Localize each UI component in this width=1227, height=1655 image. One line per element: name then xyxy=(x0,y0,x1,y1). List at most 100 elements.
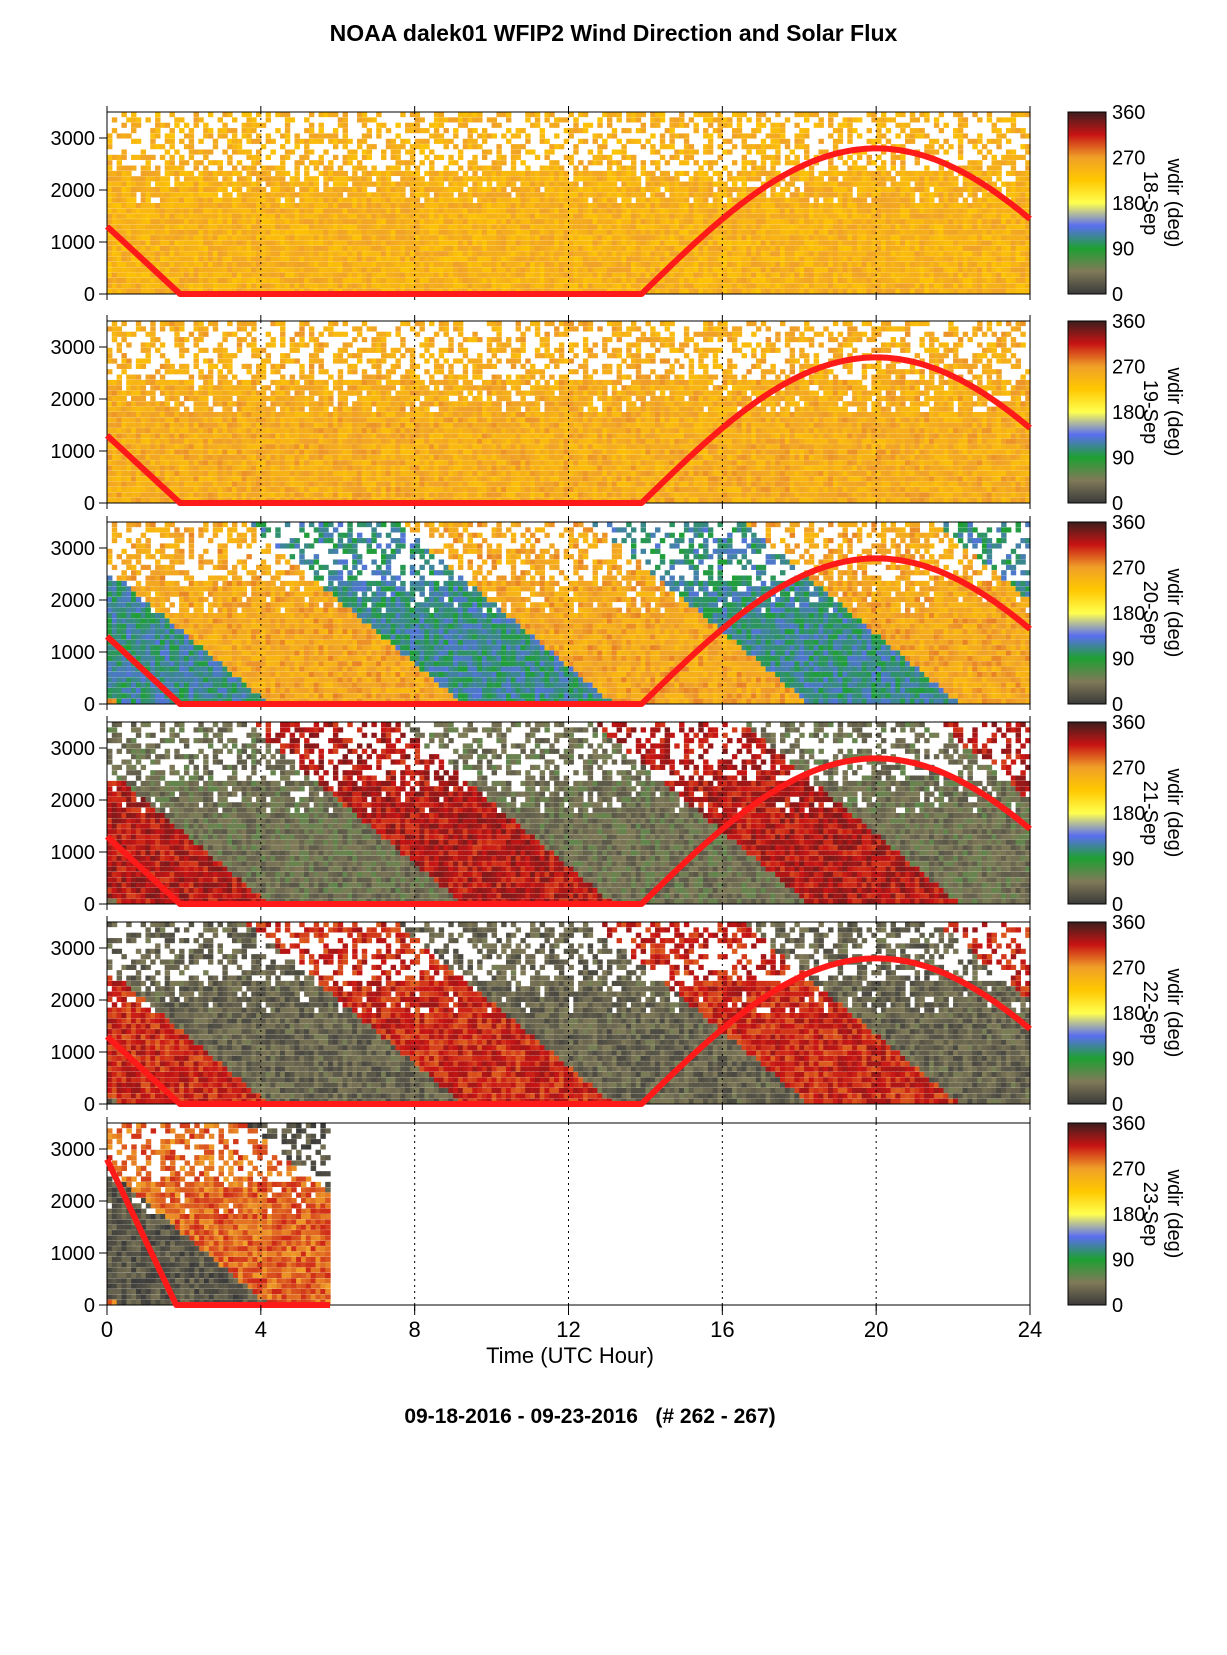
heatmap-cell xyxy=(544,186,550,193)
heatmap-cell xyxy=(832,272,839,278)
heatmap-cell xyxy=(895,283,901,289)
heatmap-cell xyxy=(669,181,675,187)
heatmap-cell xyxy=(481,208,488,214)
heatmap-cell xyxy=(765,251,772,257)
heatmap-cell xyxy=(813,181,820,187)
heatmap-cell xyxy=(688,283,695,289)
heatmap-cell xyxy=(231,213,238,219)
heatmap-cell xyxy=(573,181,579,187)
heatmap-cell xyxy=(866,112,872,118)
heatmap-cell xyxy=(328,176,334,182)
heatmap-cell xyxy=(328,138,334,144)
heatmap-cell xyxy=(890,176,896,182)
heatmap-cell xyxy=(342,224,348,230)
heatmap-cell xyxy=(145,235,151,241)
heatmap-cell xyxy=(741,272,747,278)
heatmap-cell xyxy=(356,208,363,214)
heatmap-cell xyxy=(183,203,190,209)
heatmap-cell xyxy=(270,235,276,241)
heatmap-cell xyxy=(746,261,752,268)
heatmap-cell xyxy=(530,170,536,177)
heatmap-cell xyxy=(506,256,512,262)
heatmap-cell xyxy=(486,213,493,219)
heatmap-cell xyxy=(438,208,445,214)
heatmap-cell xyxy=(159,176,166,182)
heatmap-cell xyxy=(948,245,954,251)
heatmap-cell xyxy=(707,256,714,262)
heatmap-cell xyxy=(433,224,440,230)
heatmap-cell xyxy=(140,149,147,155)
heatmap-cell xyxy=(356,181,363,187)
heatmap-cell xyxy=(126,251,132,257)
heatmap-cell xyxy=(895,170,901,177)
heatmap-cell xyxy=(664,245,671,251)
heatmap-cell xyxy=(135,272,142,278)
heatmap-cell xyxy=(457,283,464,289)
heatmap-cell xyxy=(669,154,675,160)
heatmap-cell xyxy=(866,176,872,182)
heatmap-cell xyxy=(328,133,334,139)
heatmap-cell xyxy=(621,154,627,160)
heatmap-cell xyxy=(866,251,872,257)
heatmap-cell xyxy=(207,213,214,219)
heatmap-cell xyxy=(630,170,637,177)
heatmap-cell xyxy=(602,197,608,203)
heatmap-cell xyxy=(145,267,151,273)
heatmap-cell xyxy=(967,272,973,278)
heatmap-cell xyxy=(592,283,598,289)
heatmap-cell xyxy=(193,213,199,219)
heatmap-cell xyxy=(707,283,714,289)
heatmap-cell xyxy=(294,277,300,284)
heatmap-cell xyxy=(116,224,123,230)
heatmap-cell xyxy=(664,235,671,241)
heatmap-cell xyxy=(780,245,786,251)
heatmap-cell xyxy=(332,144,339,150)
heatmap-cell xyxy=(515,213,522,219)
heatmap-cell xyxy=(111,277,118,284)
heatmap-cell xyxy=(328,165,334,171)
heatmap-cell xyxy=(856,288,863,294)
heatmap-cell xyxy=(558,272,565,278)
heatmap-cell xyxy=(616,277,622,284)
heatmap-cell xyxy=(198,203,204,209)
heatmap-cell xyxy=(808,176,815,182)
heatmap-cell xyxy=(145,165,151,171)
heatmap-cell xyxy=(794,245,800,251)
heatmap-cell xyxy=(501,229,507,235)
heatmap-cell xyxy=(270,245,276,251)
heatmap-cell xyxy=(356,267,363,273)
heatmap-cell xyxy=(847,235,853,241)
heatmap-cell xyxy=(198,245,204,251)
heatmap-cell xyxy=(530,261,536,268)
heatmap-cell xyxy=(957,112,964,118)
heatmap-cell xyxy=(977,160,983,166)
heatmap-cell xyxy=(217,160,223,166)
heatmap-cell xyxy=(847,128,853,134)
heatmap-cell xyxy=(227,229,233,235)
heatmap-cell xyxy=(727,224,733,230)
heatmap-cell xyxy=(549,213,555,219)
heatmap-cell xyxy=(150,272,156,278)
heatmap-cell xyxy=(832,128,839,134)
heatmap-cell xyxy=(534,112,541,118)
heatmap-cell xyxy=(356,213,363,219)
heatmap-cell xyxy=(486,261,493,268)
heatmap-cell xyxy=(847,154,853,160)
heatmap-cell xyxy=(847,267,853,273)
heatmap-cell xyxy=(116,277,123,284)
heatmap-cell xyxy=(808,288,815,294)
heatmap-cell xyxy=(467,256,473,262)
heatmap-cell xyxy=(573,192,579,198)
heatmap-cell xyxy=(256,251,262,257)
heatmap-cell xyxy=(731,288,738,294)
heatmap-cell xyxy=(256,224,262,230)
heatmap-cell xyxy=(352,229,358,235)
heatmap-cell xyxy=(150,208,156,214)
heatmap-cell xyxy=(207,112,214,118)
heatmap-cell xyxy=(183,277,190,284)
heatmap-cell xyxy=(371,192,377,198)
heatmap-cell xyxy=(674,170,680,177)
heatmap-cell xyxy=(121,235,127,241)
heatmap-cell xyxy=(539,208,546,214)
heatmap-cell xyxy=(275,219,281,225)
